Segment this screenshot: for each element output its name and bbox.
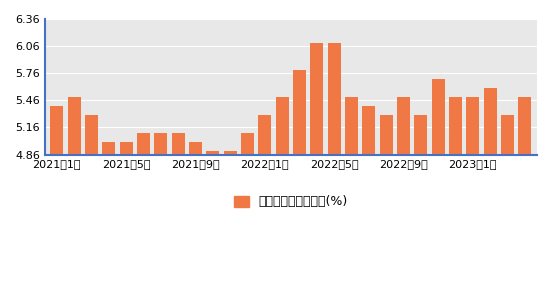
Bar xyxy=(206,151,219,155)
Bar xyxy=(466,97,479,155)
Bar xyxy=(432,79,445,155)
Bar xyxy=(68,97,81,155)
Bar xyxy=(50,106,63,155)
Bar xyxy=(189,142,202,155)
Bar xyxy=(449,97,462,155)
Bar xyxy=(328,43,341,155)
Bar xyxy=(293,70,306,155)
Bar xyxy=(415,115,427,155)
Bar xyxy=(397,97,410,155)
Bar xyxy=(362,106,375,155)
Bar xyxy=(275,97,289,155)
Bar xyxy=(85,115,98,155)
Legend: 全国城镇调查失业率(%): 全国城镇调查失业率(%) xyxy=(229,190,353,213)
Bar xyxy=(241,133,254,155)
Bar xyxy=(501,115,514,155)
Bar xyxy=(345,97,358,155)
Bar xyxy=(120,142,132,155)
Bar xyxy=(380,115,392,155)
Bar xyxy=(102,142,115,155)
Bar xyxy=(310,43,323,155)
Bar xyxy=(172,133,185,155)
Bar xyxy=(137,133,150,155)
Bar xyxy=(155,133,167,155)
Bar xyxy=(518,97,532,155)
Bar xyxy=(258,115,272,155)
Bar xyxy=(224,151,237,155)
Bar xyxy=(484,88,497,155)
